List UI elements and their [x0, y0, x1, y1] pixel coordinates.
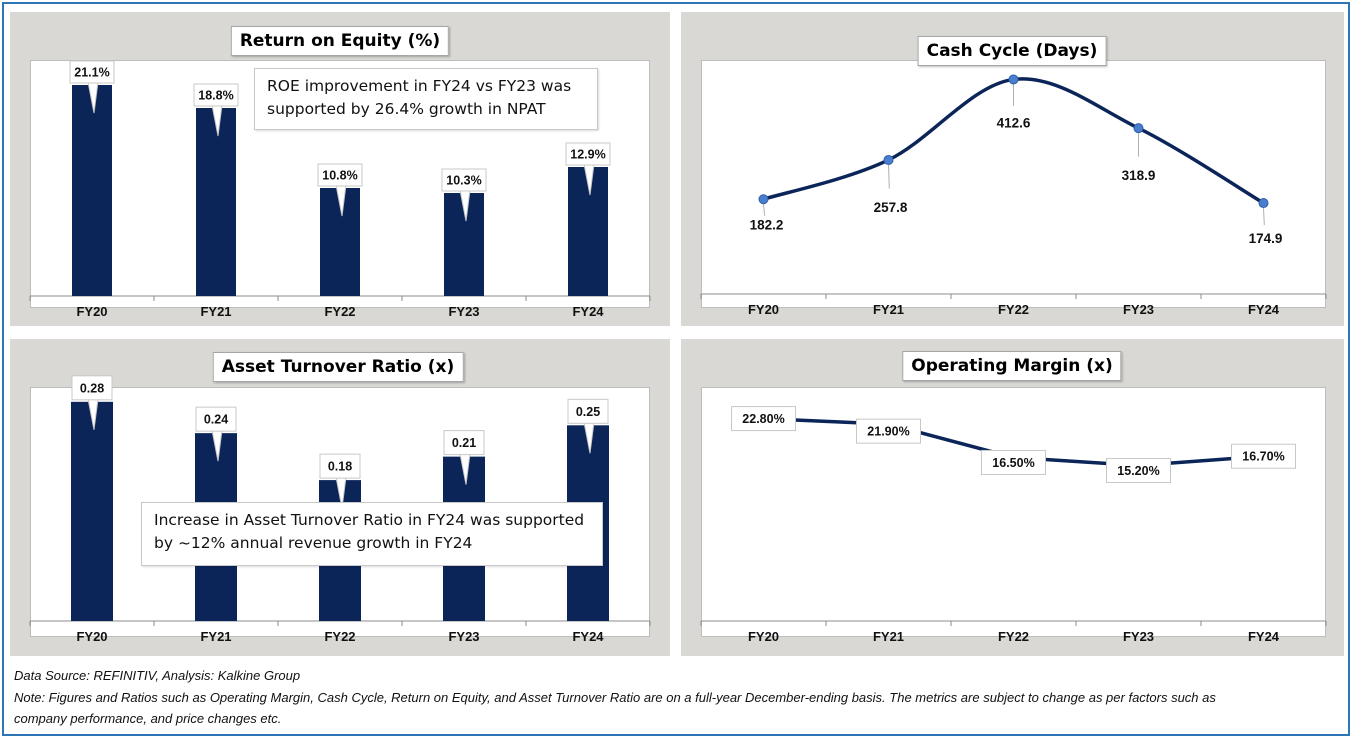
operating-margin-x-tick-label: FY21: [873, 629, 904, 644]
asset-turnover-x-tick-label: FY24: [572, 629, 604, 644]
roe-x-tick-label: FY21: [200, 304, 231, 319]
cash-cycle-x-tick-label: FY23: [1123, 302, 1154, 317]
roe-data-label: 10.8%: [322, 169, 357, 183]
operating-margin-data-label-box: [856, 418, 921, 444]
cash-cycle-title: Cash Cycle (Days): [917, 36, 1107, 66]
operating-margin-data-label-box: [981, 449, 1046, 475]
roe-data-label-box: [317, 163, 363, 187]
operating-margin-data-label: 16.50%: [992, 456, 1034, 470]
roe-x-tick-label: FY23: [448, 304, 479, 319]
operating-margin-x-tick-label: FY23: [1123, 629, 1154, 644]
cash-cycle-data-point: [1258, 198, 1269, 209]
cash-cycle-data-label: 174.9: [1249, 231, 1283, 246]
roe-data-label: 21.1%: [74, 66, 109, 80]
asset-turnover-data-label: 0.25: [576, 405, 600, 419]
cash-cycle-leader-line: [763, 204, 766, 216]
cash-cycle-data-label: 318.9: [1122, 168, 1156, 183]
asset-turnover-data-label-box: [319, 453, 361, 479]
cash-cycle-data-label: 257.8: [874, 200, 908, 215]
roe-bar: [568, 167, 608, 296]
operating-margin-data-label-box: [1231, 443, 1296, 469]
cash-cycle-x-tick-label: FY21: [873, 302, 904, 317]
asset-turnover-bar: [71, 401, 113, 621]
roe-data-label-box: [565, 142, 611, 166]
cash-cycle-x-tick-label: FY24: [1248, 302, 1280, 317]
roe-x-tick-label: FY24: [572, 304, 604, 319]
asset-turnover-x-tick-label: FY22: [324, 629, 355, 644]
operating-margin-data-label-box: [1106, 457, 1171, 483]
asset-turnover-panel: FY20 FY21 FY22 FY23 FY24 0.28 0.24 0.18 0.21 0.25…: [10, 339, 670, 656]
roe-data-label: 12.9%: [570, 148, 605, 162]
asset-turnover-data-label-box: [567, 398, 609, 424]
asset-turnover-data-label-box: [195, 406, 237, 432]
asset-turnover-x-tick-label: FY20: [76, 629, 107, 644]
roe-title: Return on Equity (%): [230, 26, 450, 56]
roe-chart: FY20 FY21 FY22 FY23 FY24 21.1% 18.8% 10.8% 10.3%…: [29, 60, 651, 319]
asset-turnover-data-label: 0.28: [80, 381, 104, 395]
operating-margin-chart: FY20 FY21 FY22 FY23 FY24 22.80% 21.90% 16.50% 15…: [700, 406, 1327, 644]
asset-turnover-data-label: 0.24: [204, 413, 228, 427]
asset-turnover-x-tick-label: FY21: [200, 629, 231, 644]
cash-cycle-data-label: 182.2: [750, 217, 784, 232]
roe-data-label-box: [193, 83, 239, 107]
cash-cycle-data-point: [758, 194, 769, 205]
operating-margin-data-label-box: [731, 406, 796, 432]
operating-margin-data-label: 16.70%: [1242, 450, 1284, 464]
operating-margin-data-label: 21.90%: [867, 425, 909, 439]
asset-turnover-data-label-box: [443, 430, 485, 456]
cash-cycle-data-point: [883, 154, 894, 165]
cash-cycle-leader-line: [888, 164, 890, 189]
cash-cycle-leader-line: [1263, 208, 1265, 226]
operating-margin-plot-area: [701, 387, 1326, 637]
operating-margin-x-tick-label: FY20: [748, 629, 779, 644]
operating-margin-panel: FY20 FY21 FY22 FY23 FY24 22.80% 21.90% 16.50% 15…: [681, 339, 1344, 656]
roe-panel: FY20 FY21 FY22 FY23 FY24 21.1% 18.8% 10.8% 10.3%…: [10, 12, 670, 326]
asset-turnover-x-tick-label: FY23: [448, 629, 479, 644]
data-source-text: Data Source: REFINITIV, Analysis: Kalkin…: [14, 668, 301, 683]
cash-cycle-data-label: 412.6: [997, 115, 1031, 130]
roe-bar: [196, 108, 236, 296]
roe-data-label: 18.8%: [198, 89, 233, 103]
roe-annotation: ROE improvement in FY24 vs FY23 was supp…: [254, 68, 598, 130]
operating-margin-x-tick-label: FY24: [1248, 629, 1280, 644]
cash-cycle-chart: FY20 FY21 FY22 FY23 FY24 182.2 257.8 412.6 318.9…: [700, 74, 1327, 317]
asset-turnover-annotation: Increase in Asset Turnover Ratio in FY24…: [141, 502, 603, 566]
operating-margin-x-tick-label: FY22: [998, 629, 1029, 644]
operating-margin-data-label: 15.20%: [1117, 464, 1159, 478]
asset-turnover-chart: FY20 FY21 FY22 FY23 FY24 0.28 0.24 0.18 0.21 0.25: [29, 375, 651, 644]
roe-bar: [72, 85, 112, 296]
operating-margin-data-label: 22.80%: [742, 412, 784, 426]
asset-turnover-data-label-box: [71, 375, 113, 401]
roe-data-label-box: [69, 60, 115, 84]
cash-cycle-x-tick-label: FY20: [748, 302, 779, 317]
roe-x-tick-label: FY22: [324, 304, 355, 319]
asset-turnover-data-label: 0.21: [452, 436, 476, 450]
cash-cycle-panel: FY20 FY21 FY22 FY23 FY24 182.2 257.8 412.6 318.9…: [681, 12, 1344, 326]
roe-data-label: 10.3%: [446, 174, 481, 188]
asset-turnover-title: Asset Turnover Ratio (x): [212, 352, 464, 382]
operating-margin-title: Operating Margin (x): [902, 351, 1122, 381]
cash-cycle-data-point: [1008, 74, 1019, 85]
cash-cycle-x-tick-label: FY22: [998, 302, 1029, 317]
asset-turnover-data-label: 0.18: [328, 460, 352, 474]
roe-data-label-box: [441, 168, 487, 192]
roe-x-tick-label: FY20: [76, 304, 107, 319]
footnote-line-1: Note: Figures and Ratios such as Operati…: [14, 690, 1216, 705]
cash-cycle-data-point: [1133, 123, 1144, 134]
footnote-line-2: company performance, and price changes e…: [14, 711, 282, 726]
